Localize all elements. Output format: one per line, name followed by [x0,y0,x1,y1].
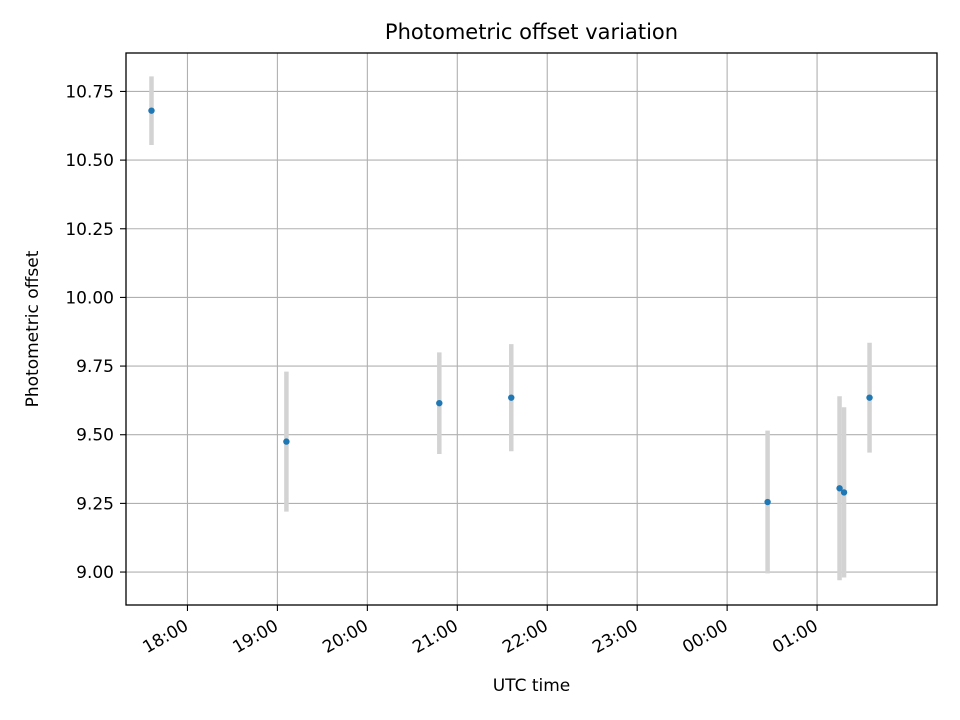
y-tick-label: 9.50 [76,426,114,446]
grid [126,53,937,605]
data-point [436,399,443,407]
y-tick-label: 9.75 [76,357,114,377]
y-tick-label: 10.75 [65,82,114,102]
y-tick-label: 10.00 [65,288,114,308]
chart-title: Photometric offset variation [385,20,678,44]
y-tick-label: 10.50 [65,151,114,171]
y-tick-label: 9.00 [76,563,114,583]
data-point [836,485,843,492]
data-point [508,394,515,401]
y-tick-label: 10.25 [65,220,114,240]
data-point [283,438,290,445]
x-axis-label: UTC time [493,676,571,696]
data-point [148,107,155,114]
y-axis: 9.00 9.25 9.50 9.75 10.00 10.25 10.50 10.75 [65,82,126,583]
data-point [840,489,848,496]
y-axis-label: Photometric offset [23,250,43,407]
y-tick-label: 9.25 [76,494,114,514]
data-point [866,394,873,401]
plot-frame [125,52,938,606]
data-points [148,107,873,506]
data-point [764,498,771,506]
